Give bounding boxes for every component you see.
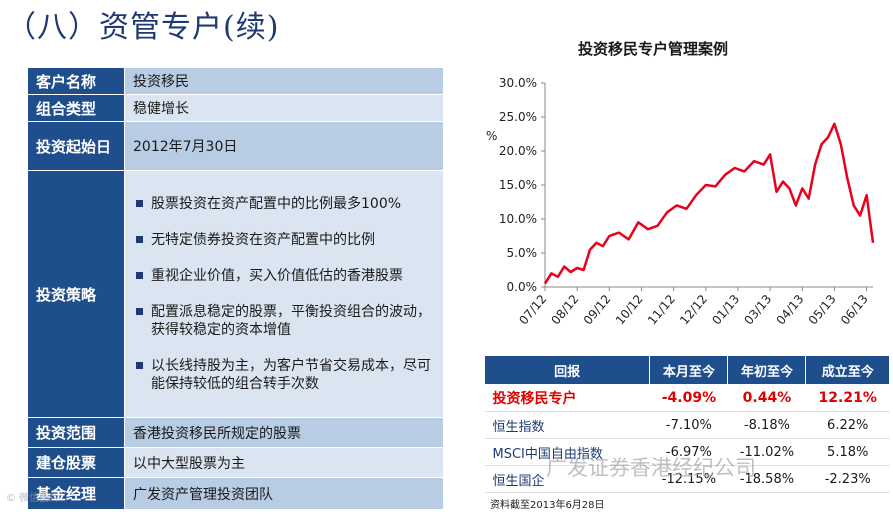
since-inception-value: 6.22% (805, 411, 890, 439)
x-tick-label: 06/13 (838, 292, 871, 327)
bullet-square-icon (136, 308, 143, 315)
mtd-value: -4.09% (649, 384, 728, 412)
info-value: 香港投资移民所规定的股票 (124, 417, 444, 448)
column-header: 成立至今 (805, 355, 890, 385)
strategy-list: 股票投资在资产配置中的比例最多100% 无特定债券投资在资产配置中的比例 重视企… (133, 195, 435, 393)
column-header: 本月至今 (649, 355, 729, 385)
info-value: 以中大型股票为主 (124, 447, 444, 478)
ytd-value: -11.02% (727, 438, 806, 466)
performance-line-chart: 0.0%5.0%10.0%15.0%20.0%25.0%30.0% 07/12 0… (486, 76, 875, 327)
y-tick-label: 25.0% (499, 110, 537, 124)
x-tick-label: 11/12 (645, 292, 678, 327)
column-header: 回报 (483, 355, 651, 385)
x-tick-label: 05/13 (806, 292, 839, 327)
ytd-value: -8.18% (727, 411, 806, 439)
info-value: 2012年7月30日 (124, 121, 444, 171)
table-row: 恒生国企 -12.15% -18.58% -2.23% (484, 465, 890, 493)
y-tick-label: 5.0% (507, 246, 538, 260)
info-value: 投资移民 (124, 67, 444, 95)
mtd-value: -7.10% (649, 411, 728, 439)
info-value: 稳健增长 (124, 94, 444, 122)
strategy-cell: 股票投资在资产配置中的比例最多100% 无特定债券投资在资产配置中的比例 重视企… (124, 170, 444, 418)
since-inception-value: 12.21% (805, 384, 890, 412)
x-tick-label: 09/12 (581, 292, 614, 327)
y-tick-label: 10.0% (499, 212, 537, 226)
watermark-small: © 微信图片 (6, 493, 60, 504)
table-row: 投资移民专户 -4.09% 0.44% 12.21% (484, 384, 890, 412)
info-value: 广发资产管理投资团队 (124, 477, 444, 510)
bullet-square-icon (136, 200, 143, 207)
bullet-square-icon (136, 272, 143, 279)
info-label: 投资范围 (27, 417, 125, 448)
strategy-item: 配置派息稳定的股票，平衡投资组合的波动，获得较稳定的资本增值 (133, 303, 435, 339)
x-tick-label: 01/13 (709, 292, 742, 327)
bullet-square-icon (136, 362, 143, 369)
column-header: 年初至今 (727, 355, 807, 385)
data-date-note: 资料截至2013年6月28日 (490, 500, 605, 511)
bullet-square-icon (136, 236, 143, 243)
x-tick-label: 07/12 (516, 292, 549, 327)
row-name: 恒生国企 (484, 465, 650, 493)
y-tick-label: 15.0% (499, 178, 537, 192)
info-label: 基金经理 (27, 477, 125, 510)
y-tick-label: 30.0% (499, 76, 537, 90)
chart-title: 投资移民专户管理案例 (578, 40, 729, 58)
series-line (543, 122, 875, 285)
strategy-label: 投资策略 (27, 170, 125, 418)
mtd-value: -6.97% (649, 438, 728, 466)
since-inception-value: 5.18% (805, 438, 890, 466)
info-label: 组合类型 (27, 94, 125, 122)
client-info-table: 客户名称 投资移民 组合类型 稳健增长 投资起始日 2012年7月30日 投资策… (27, 67, 444, 510)
table-row: 恒生指数 -7.10% -8.18% 6.22% (484, 411, 890, 439)
x-tick-label: 10/12 (613, 292, 646, 327)
info-label: 客户名称 (27, 67, 125, 95)
since-inception-value: -2.23% (805, 465, 890, 493)
y-tick-label: 0.0% (507, 280, 538, 294)
strategy-item: 以长线持股为主，为客户节省交易成本，尽可能保持较低的组合转手次数 (133, 357, 435, 393)
row-name: 投资移民专户 (484, 384, 650, 412)
table-row: MSCI中国自由指数 -6.97% -11.02% 5.18% (484, 438, 890, 466)
watermark: 广发证券香港经纪公司 (546, 456, 756, 480)
x-tick-label: 03/13 (741, 292, 774, 327)
strategy-item: 无特定债券投资在资产配置中的比例 (133, 231, 435, 249)
ytd-value: 0.44% (727, 384, 806, 412)
info-label: 建仓股票 (27, 447, 125, 478)
y-tick-label: 20.0% (499, 144, 537, 158)
strategy-item: 重视企业价值，买入价值低估的香港股票 (133, 267, 435, 285)
page-title: （八）资管专户(续) (6, 10, 280, 45)
ytd-value: -18.58% (727, 465, 806, 493)
row-name: 恒生指数 (484, 411, 650, 439)
x-tick-label: 04/13 (774, 292, 807, 327)
y-axis-unit-label: % (486, 129, 497, 143)
x-tick-label: 12/12 (677, 292, 710, 327)
row-name: MSCI中国自由指数 (484, 438, 650, 466)
x-tick-label: 08/12 (548, 292, 581, 327)
info-label: 投资起始日 (27, 121, 125, 171)
performance-table: 回报 本月至今 年初至今 成立至今 投资移民专户 -4.09% 0.44% 12… (483, 355, 890, 493)
mtd-value: -12.15% (649, 465, 728, 493)
strategy-item: 股票投资在资产配置中的比例最多100% (133, 195, 435, 213)
